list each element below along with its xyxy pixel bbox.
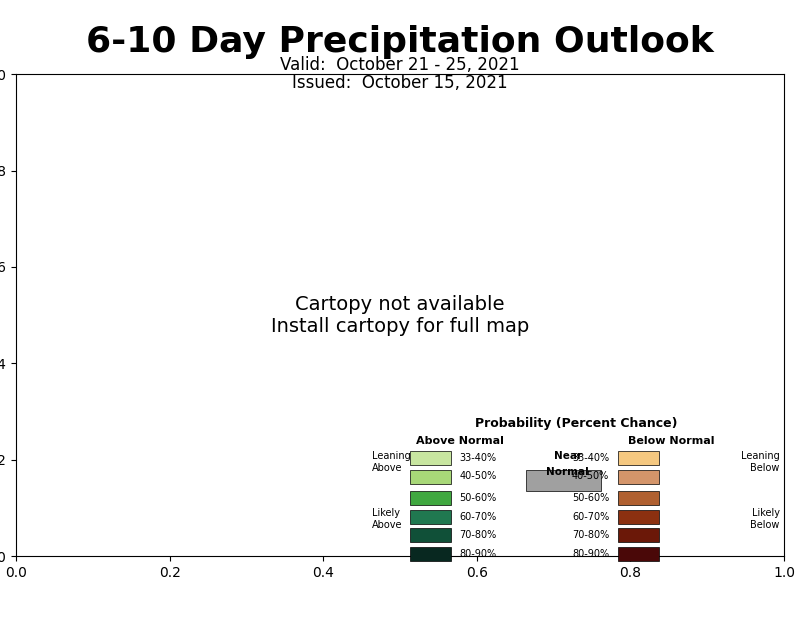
Text: Issued:  October 15, 2021: Issued: October 15, 2021 <box>292 74 508 92</box>
Bar <box>618 528 659 543</box>
Text: Valid:  October 21 - 25, 2021: Valid: October 21 - 25, 2021 <box>280 56 520 74</box>
Text: Probability (Percent Chance): Probability (Percent Chance) <box>474 417 678 430</box>
Bar <box>618 451 659 465</box>
Text: Leaning
Above: Leaning Above <box>372 451 411 473</box>
Text: 33-40%: 33-40% <box>459 453 497 463</box>
Text: Likely
Above: Likely Above <box>372 509 402 530</box>
Bar <box>618 547 659 561</box>
Text: 80-90%: 80-90% <box>572 549 610 559</box>
Bar <box>618 470 659 484</box>
Text: 60-70%: 60-70% <box>459 512 497 522</box>
Bar <box>526 470 601 491</box>
Text: Normal: Normal <box>546 467 589 476</box>
Text: 50-60%: 50-60% <box>459 493 497 503</box>
Text: 70-80%: 70-80% <box>572 530 610 540</box>
Text: Likely
Below: Likely Below <box>750 509 780 530</box>
Text: 50-60%: 50-60% <box>572 493 610 503</box>
Text: Cartopy not available
Install cartopy for full map: Cartopy not available Install cartopy fo… <box>271 295 529 336</box>
Bar <box>410 528 451 543</box>
Text: 40-50%: 40-50% <box>459 472 497 481</box>
Bar <box>410 451 451 465</box>
Bar <box>618 510 659 524</box>
Text: 6-10 Day Precipitation Outlook: 6-10 Day Precipitation Outlook <box>86 25 714 59</box>
Bar <box>410 491 451 506</box>
Bar <box>410 547 451 561</box>
Bar <box>410 510 451 524</box>
Text: Above Normal: Above Normal <box>415 436 503 446</box>
Text: Near: Near <box>554 451 582 461</box>
Text: 80-90%: 80-90% <box>459 549 497 559</box>
Bar <box>618 491 659 506</box>
Text: Leaning
Below: Leaning Below <box>741 451 780 473</box>
Text: 33-40%: 33-40% <box>572 453 610 463</box>
Text: 40-50%: 40-50% <box>572 472 610 481</box>
Text: 60-70%: 60-70% <box>572 512 610 522</box>
Bar <box>410 470 451 484</box>
Text: 70-80%: 70-80% <box>459 530 497 540</box>
Text: Below Normal: Below Normal <box>629 436 715 446</box>
